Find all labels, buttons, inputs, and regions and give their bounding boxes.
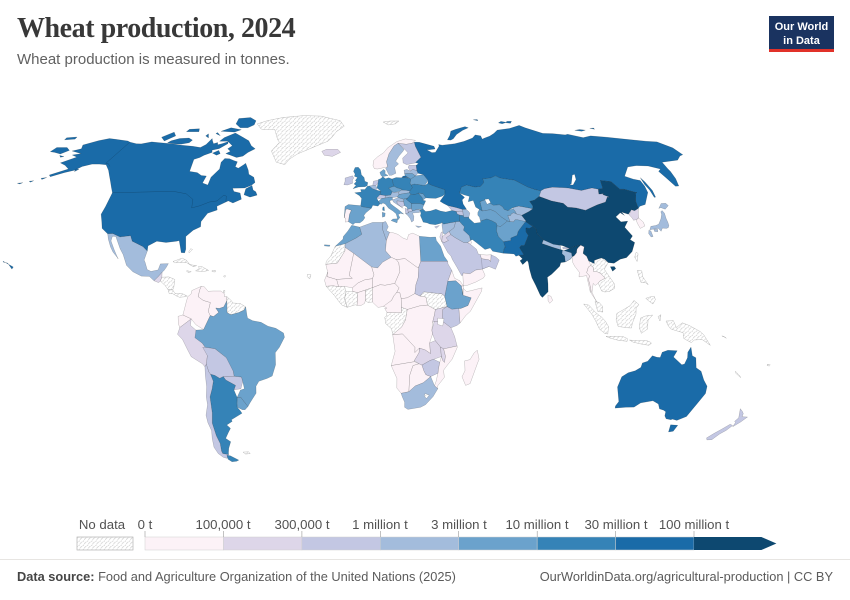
svg-text:10 million t: 10 million t — [505, 517, 568, 532]
svg-text:0 t: 0 t — [138, 517, 153, 532]
svg-text:30 million t: 30 million t — [584, 517, 647, 532]
svg-text:3 million t: 3 million t — [431, 517, 487, 532]
svg-text:100,000 t: 100,000 t — [196, 517, 251, 532]
svg-text:1 million t: 1 million t — [352, 517, 408, 532]
svg-text:100 million t: 100 million t — [659, 517, 730, 532]
svg-text:300,000 t: 300,000 t — [275, 517, 330, 532]
